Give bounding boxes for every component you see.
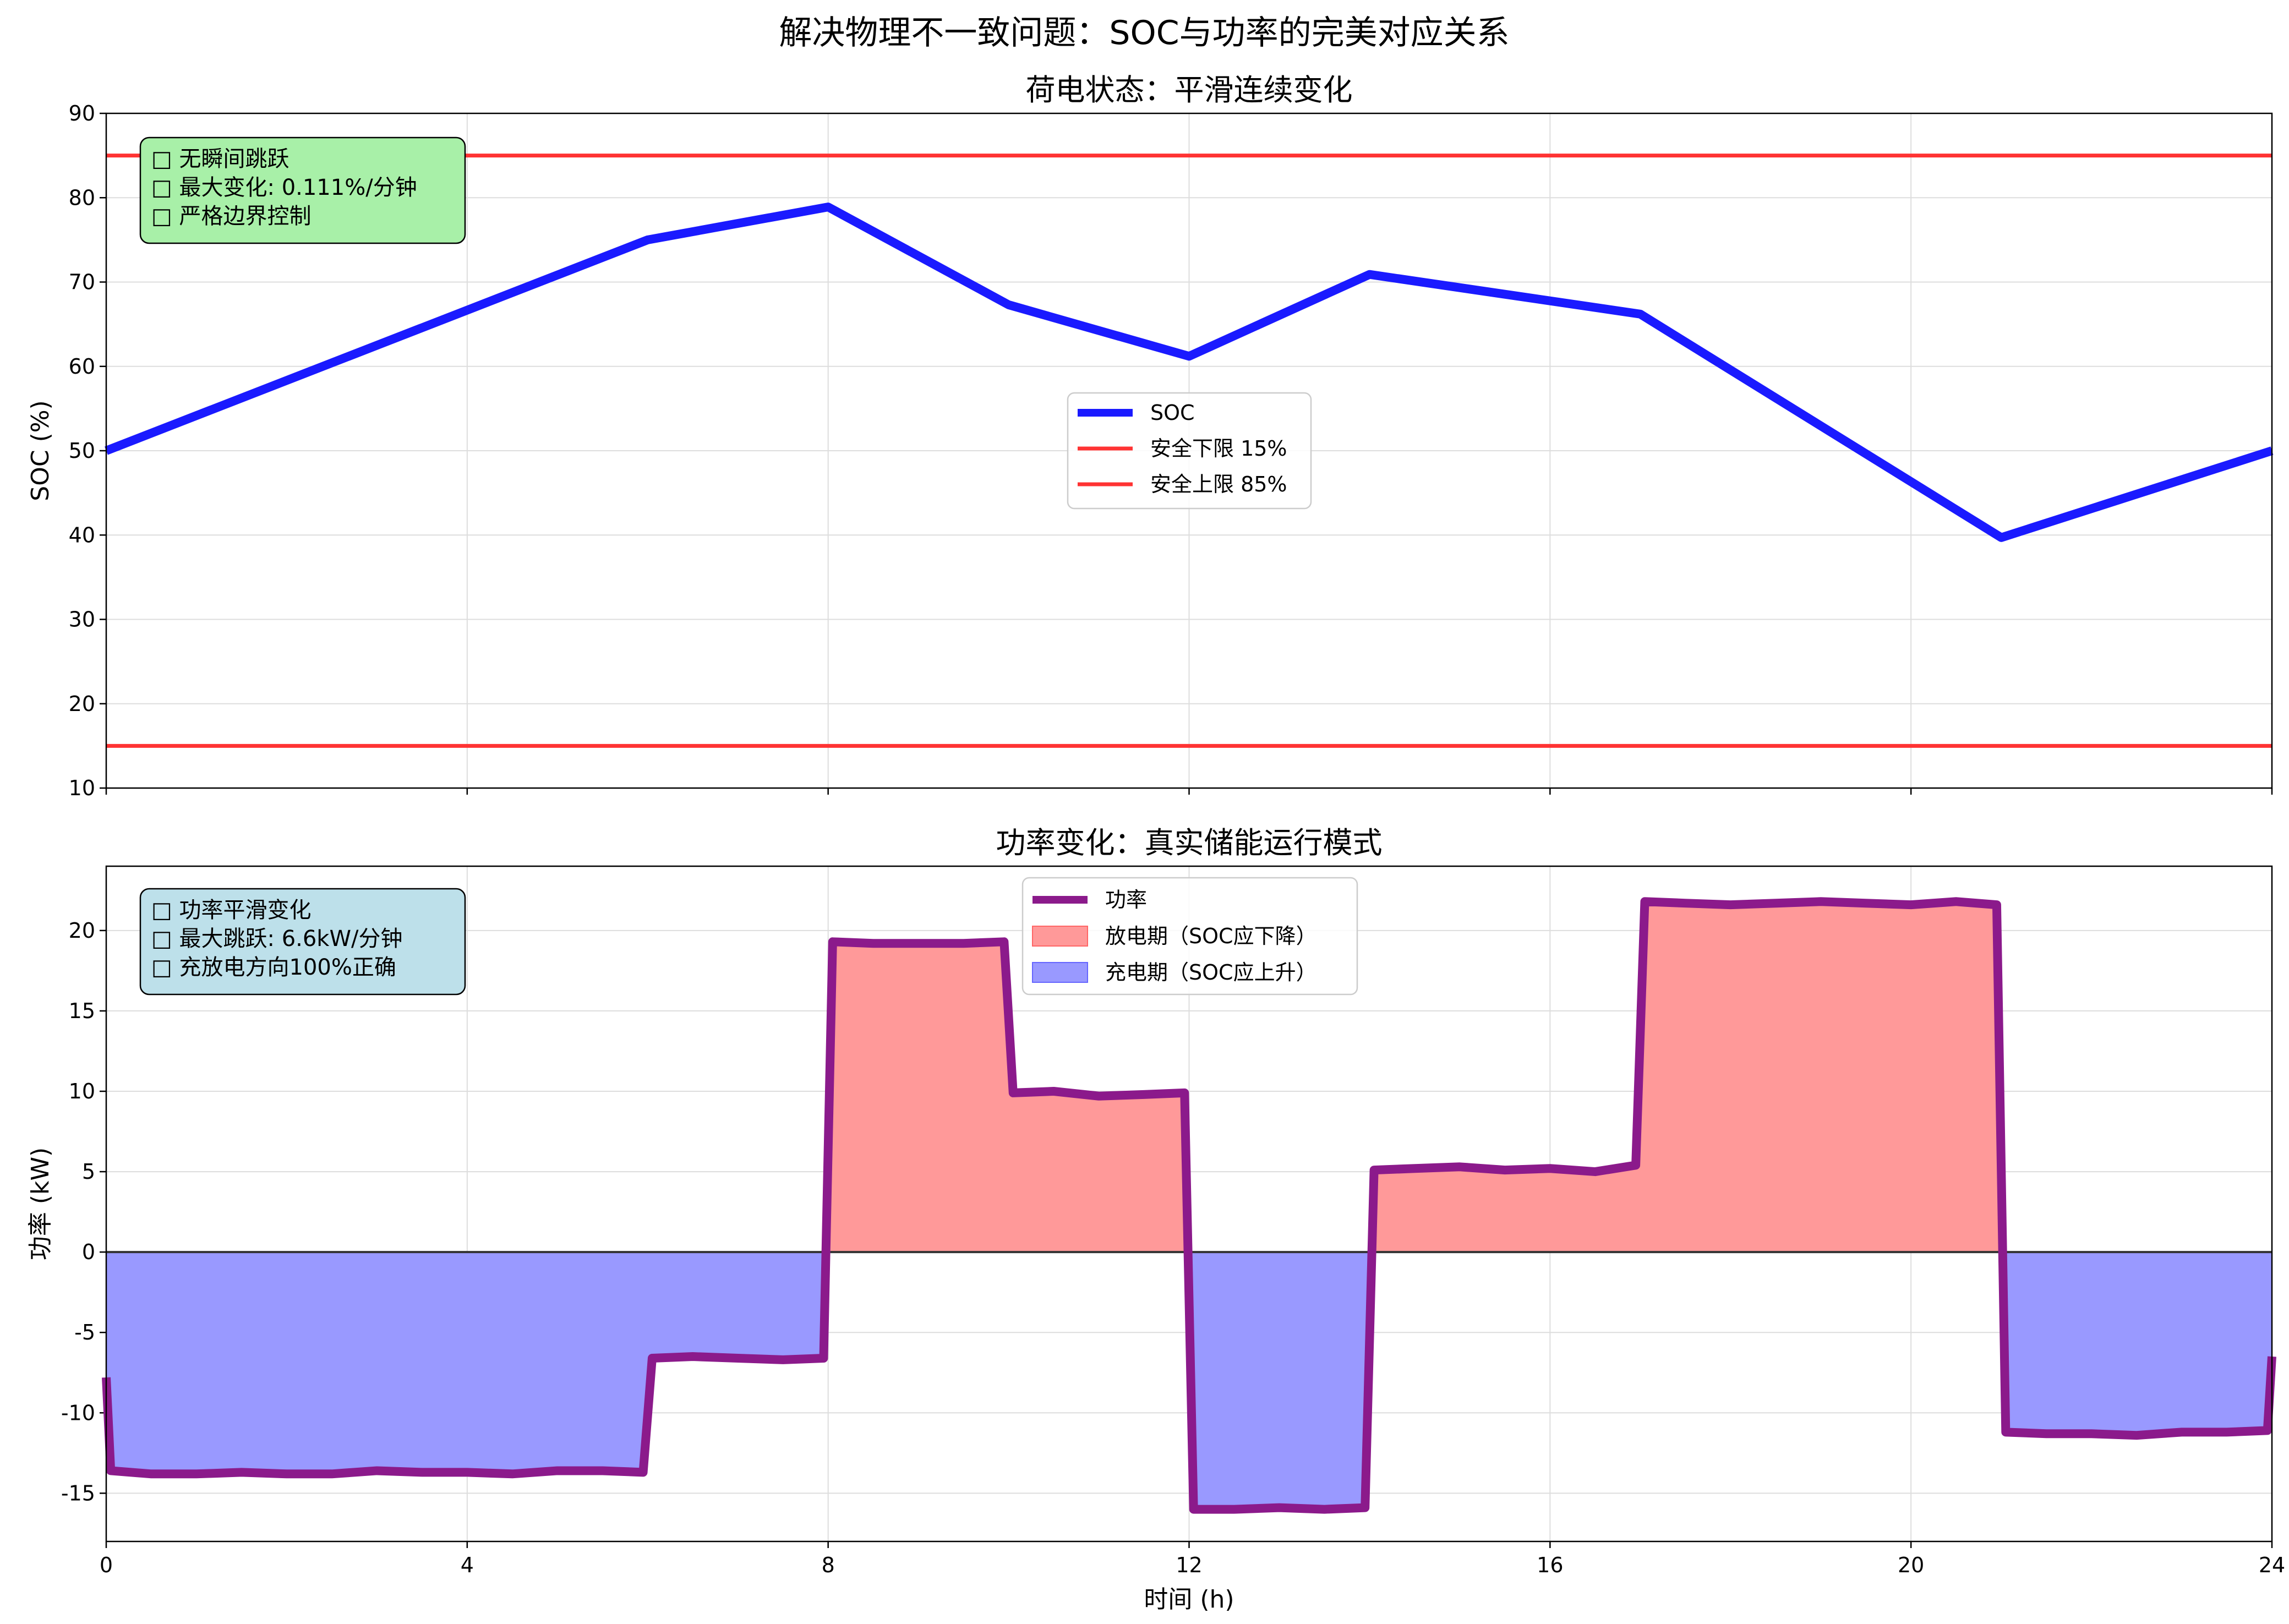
power-xtick-label: 8 [822,1553,835,1577]
power-xtick-label: 0 [100,1553,113,1577]
power-xtick-label: 20 [1898,1553,1924,1577]
power-xtick-label: 24 [2259,1553,2285,1577]
soc-ytick-label: 70 [69,270,95,294]
soc-ytick-label: 50 [69,439,95,463]
power-frame [105,865,2273,1543]
power-annotation-box [139,888,466,996]
power-xtick-label: 16 [1537,1553,1563,1577]
power-ytick-label: 10 [69,1079,95,1103]
soc-ytick-label: 90 [69,101,95,125]
power-annotation-line: □ 充放电方向100%正确 [151,955,396,980]
soc-frame [105,112,2273,789]
power-legend-label: 放电期（SOC应下降） [1105,924,1317,948]
power-discharge-area [106,901,2272,1253]
power-ylabel: 功率 (kW) [26,1147,54,1260]
power-title: 功率变化：真实储能运行模式 [996,825,1383,860]
power-annotation-line: □ 最大跳跃: 6.6kW/分钟 [151,926,403,952]
soc-ytick-label: 80 [69,185,95,210]
power-legend-box [1021,877,1358,996]
power-chart: 功率变化：真实储能运行模式 -15 -10 -5 0 5 10 15 20 0 4 8 12 16 20 24… [26,825,2285,1614]
soc-ytick-label: 60 [69,354,95,379]
soc-chart: 荷电状态：平滑连续变化 10 20 30 40 50 60 70 80 90 SOC (%) □ 无瞬… [26,73,2274,800]
soc-legend: SOC 安全下限 15% 安全上限 85% [1067,392,1312,510]
soc-legend-label: 安全下限 15% [1150,436,1287,461]
power-ytick-label: 20 [69,918,95,943]
soc-legend-box [1067,392,1312,510]
soc-grid [106,113,2272,789]
power-ytick-label: 0 [82,1240,95,1264]
power-legend-swatch [1032,962,1088,983]
power-series-line [102,897,2276,1514]
power-legend-label: 功率 [1105,888,1147,912]
power-legend-swatch [1032,926,1088,947]
power-xtick-label: 4 [461,1553,474,1577]
soc-annotation-box [139,136,466,244]
power-ytick-label: 15 [69,999,95,1023]
soc-ytick-label: 20 [69,692,95,716]
soc-annotation-line: □ 无瞬间跳跃 [151,146,289,172]
soc-title: 荷电状态：平滑连续变化 [1026,73,1353,107]
power-ytick-label: -10 [61,1401,95,1425]
power-ytick-label: 5 [82,1160,95,1184]
power-annotation-line: □ 功率平滑变化 [151,898,312,923]
soc-annotation-line: □ 严格边界控制 [151,204,312,229]
power-xlabel: 时间 (h) [1144,1585,1234,1614]
soc-legend-label: 安全上限 85% [1150,472,1287,496]
power-ytick-label: -15 [61,1481,95,1505]
soc-annotation-line: □ 最大变化: 0.111%/分钟 [151,175,417,200]
power-ytick-label: -5 [74,1320,95,1344]
soc-ytick-label: 40 [69,523,95,547]
soc-legend-label: SOC [1150,401,1195,425]
power-legend-label: 充电期（SOC应上升） [1105,960,1317,985]
soc-ytick-label: 10 [69,776,95,800]
power-xtick-label: 12 [1176,1553,1202,1577]
power-charge-area [106,1252,2272,1510]
figure-title: 解决物理不一致问题：SOC与功率的完美对应关系 [779,14,1509,52]
soc-ytick-label: 30 [69,608,95,632]
soc-ylabel: SOC (%) [26,400,54,501]
